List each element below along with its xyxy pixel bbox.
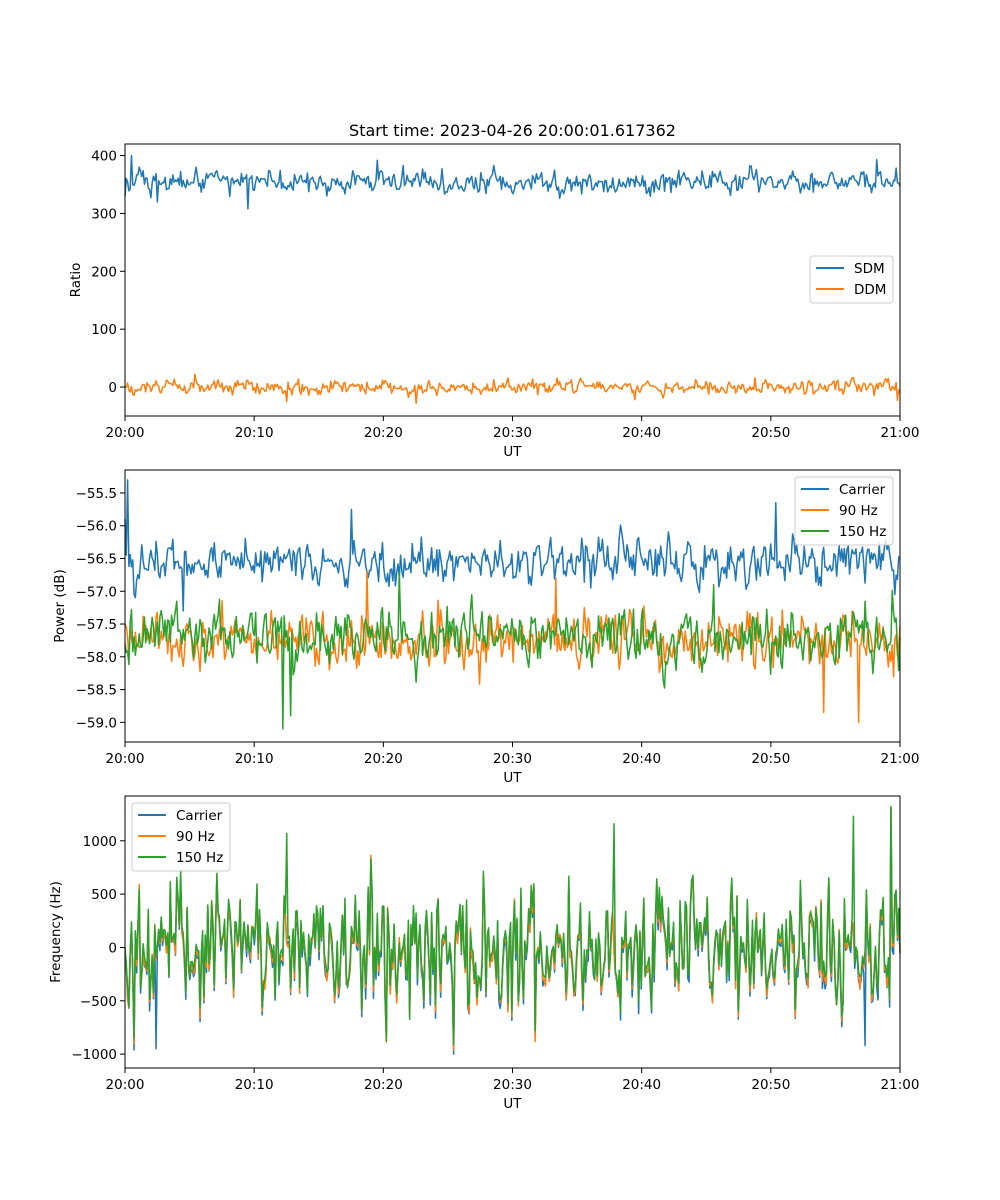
y-tick-label: −58.5 [76, 683, 117, 699]
y-tick-label: −56.5 [76, 551, 117, 567]
y-tick-label: 1000 [83, 834, 117, 850]
series-line-carrier [124, 479, 901, 612]
power-y-axis: −59.0 −58.5 −58.0 −57.5 −57.0 −56.5 −56.0 −55.5 [76, 486, 125, 731]
x-tick-label: 20:10 [235, 1077, 274, 1093]
power-series-layer [124, 479, 901, 730]
frequency-legend-box [131, 802, 231, 872]
x-tick-label: 21:00 [881, 751, 920, 767]
x-tick-label: 20:40 [622, 425, 661, 441]
x-tick-label: 20:50 [751, 425, 790, 441]
x-tick-label: 21:00 [881, 425, 920, 441]
x-tick-label: 20:20 [364, 1077, 403, 1093]
y-tick-label: −59.0 [76, 715, 117, 731]
y-tick-label: 200 [91, 264, 117, 280]
power-panel: 20:00 20:10 20:20 20:30 20:40 20:50 21:00 −59.… [52, 469, 920, 786]
frequency-legend-carrier-label: Carrier [176, 808, 223, 824]
y-tick-label: 400 [91, 149, 117, 165]
ratio-legend: SDM DDM [809, 255, 894, 304]
chart-title: Start time: 2023-04-26 20:00:01.617362 [349, 121, 676, 140]
ratio-legend-sdm-label: SDM [854, 261, 885, 277]
x-tick-label: 20:10 [235, 425, 274, 441]
x-tick-label: 20:40 [622, 1077, 661, 1093]
x-tick-label: 20:40 [622, 751, 661, 767]
frequency-y-axis: −1000 −500 0 500 1000 [71, 834, 125, 1063]
y-tick-label: 500 [91, 887, 117, 903]
series-line-150-hz [124, 805, 901, 1046]
y-tick-label: −57.0 [76, 584, 117, 600]
y-tick-label: 0 [108, 940, 117, 956]
power-legend: Carrier 90 Hz 150 Hz [794, 476, 894, 546]
x-tick-label: 20:30 [493, 751, 532, 767]
y-tick-label: 300 [91, 206, 117, 222]
ratio-y-axis: 0 100 200 300 400 [91, 149, 125, 396]
y-tick-label: −55.5 [76, 486, 117, 502]
frequency-y-axis-label: Frequency (Hz) [48, 881, 64, 983]
series-line-90-hz [124, 570, 901, 724]
x-tick-label: 20:20 [364, 751, 403, 767]
ratio-y-axis-label: Ratio [68, 263, 84, 298]
x-tick-label: 20:00 [106, 1077, 145, 1093]
power-x-axis: 20:00 20:10 20:20 20:30 20:40 20:50 21:00 [106, 742, 920, 767]
power-legend-90hz-label: 90 Hz [839, 503, 878, 519]
x-tick-label: 20:30 [493, 1077, 532, 1093]
frequency-legend-90hz-label: 90 Hz [176, 829, 215, 845]
frequency-series-layer [124, 805, 901, 1055]
x-tick-label: 20:30 [493, 425, 532, 441]
y-tick-label: 0 [108, 380, 117, 396]
y-tick-label: −56.0 [76, 519, 117, 535]
y-tick-label: −1000 [71, 1047, 117, 1063]
ratio-panel: 20:00 20:10 20:20 20:30 20:40 20:50 21:00 0 100… [68, 143, 920, 460]
x-tick-label: 21:00 [881, 1077, 920, 1093]
frequency-legend: Carrier 90 Hz 150 Hz [131, 802, 231, 872]
x-tick-label: 20:00 [106, 425, 145, 441]
x-tick-label: 20:00 [106, 751, 145, 767]
power-x-axis-label: UT [503, 770, 522, 786]
power-legend-150hz-label: 150 Hz [839, 524, 886, 540]
frequency-x-axis-label: UT [503, 1096, 522, 1112]
frequency-panel: 20:00 20:10 20:20 20:30 20:40 20:50 21:00 −100… [48, 795, 920, 1112]
series-line-150-hz [124, 570, 901, 730]
x-tick-label: 20:50 [751, 751, 790, 767]
y-tick-label: −500 [80, 994, 117, 1010]
series-line-sdm [124, 154, 901, 210]
x-tick-label: 20:20 [364, 425, 403, 441]
y-tick-label: 100 [91, 322, 117, 338]
ratio-legend-ddm-label: DDM [854, 282, 886, 298]
power-legend-carrier-label: Carrier [839, 482, 886, 498]
y-tick-label: −58.0 [76, 650, 117, 666]
ratio-x-axis: 20:00 20:10 20:20 20:30 20:40 20:50 21:00 [106, 416, 920, 441]
x-tick-label: 20:10 [235, 751, 274, 767]
series-line-ddm [124, 373, 901, 405]
x-tick-label: 20:50 [751, 1077, 790, 1093]
frequency-legend-150hz-label: 150 Hz [176, 850, 223, 866]
ratio-series-layer [124, 154, 901, 405]
y-tick-label: −57.5 [76, 617, 117, 633]
ratio-x-axis-label: UT [503, 444, 522, 460]
power-y-axis-label: Power (dB) [52, 569, 68, 642]
power-legend-box [794, 476, 894, 546]
frequency-x-axis: 20:00 20:10 20:20 20:30 20:40 20:50 21:00 [106, 1068, 920, 1093]
